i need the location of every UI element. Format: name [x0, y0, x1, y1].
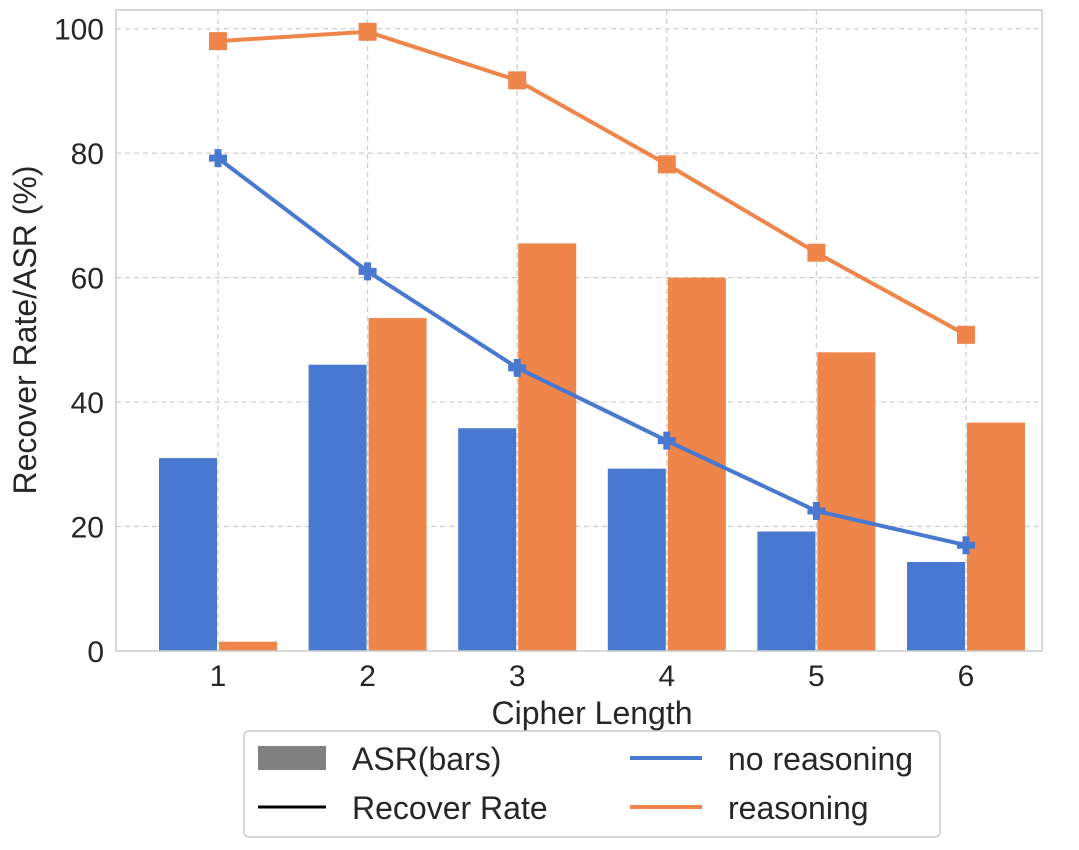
bar-no-reasoning [308, 364, 367, 651]
legend-label-recover-rate: Recover Rate [352, 790, 548, 826]
bar-no-reasoning [607, 468, 666, 651]
marker-reasoning [209, 32, 227, 51]
y-tick-label: 100 [54, 14, 104, 47]
x-axis-label: Cipher Length [491, 695, 692, 731]
legend-patch-icon [258, 746, 326, 770]
bar-reasoning [518, 243, 577, 651]
bar-no-reasoning [458, 428, 517, 651]
x-tick-labels: 1 2 3 4 5 6 [210, 660, 975, 693]
y-axis-label: Recover Rate/ASR (%) [7, 166, 43, 495]
bar-no-reasoning [757, 531, 816, 651]
plot-frame [115, 9, 1043, 652]
y-tick-label: 60 [71, 263, 104, 296]
bar-reasoning [817, 352, 876, 651]
y-tick-label: 80 [71, 138, 104, 171]
line-reasoning [217, 29, 967, 337]
y-tick-labels: 0 20 40 60 80 100 [54, 14, 104, 669]
x-tick-label: 5 [808, 660, 825, 693]
marker-no-reasoning [508, 358, 527, 377]
marker-reasoning [358, 22, 377, 41]
bar-reasoning [368, 318, 427, 651]
y-tick-label: 40 [71, 387, 104, 420]
bar-no-reasoning [159, 458, 217, 651]
marker-reasoning [508, 71, 527, 90]
marker-reasoning [957, 325, 975, 344]
bar-no-reasoning [907, 562, 965, 651]
x-tick-label: 4 [658, 660, 675, 693]
x-tick-label: 6 [958, 660, 975, 693]
bar-series [159, 243, 1025, 651]
bar-reasoning [967, 422, 1025, 651]
y-tick-label: 20 [71, 512, 104, 545]
x-tick-label: 3 [509, 660, 526, 693]
y-tick-label: 0 [87, 636, 104, 669]
marker-reasoning [807, 243, 826, 262]
legend: ASR(bars) no reasoning Recover Rate reas… [243, 730, 941, 838]
line-no-reasoning [216, 156, 967, 548]
grid-lines [116, 10, 1042, 651]
legend-label-no-reasoning: no reasoning [728, 741, 913, 777]
line-series [209, 22, 975, 555]
marker-no-reasoning [209, 149, 227, 168]
bar-reasoning [219, 641, 277, 651]
x-tick-label: 2 [359, 660, 376, 693]
marker-reasoning [657, 155, 676, 174]
marker-no-reasoning [657, 431, 676, 450]
marker-no-reasoning [957, 536, 975, 555]
x-tick-label: 1 [210, 660, 227, 693]
marker-no-reasoning [358, 262, 377, 281]
marker-no-reasoning [807, 501, 826, 520]
legend-box [243, 730, 941, 838]
legend-label-asr: ASR(bars) [352, 741, 501, 777]
legend-label-reasoning: reasoning [728, 790, 869, 826]
